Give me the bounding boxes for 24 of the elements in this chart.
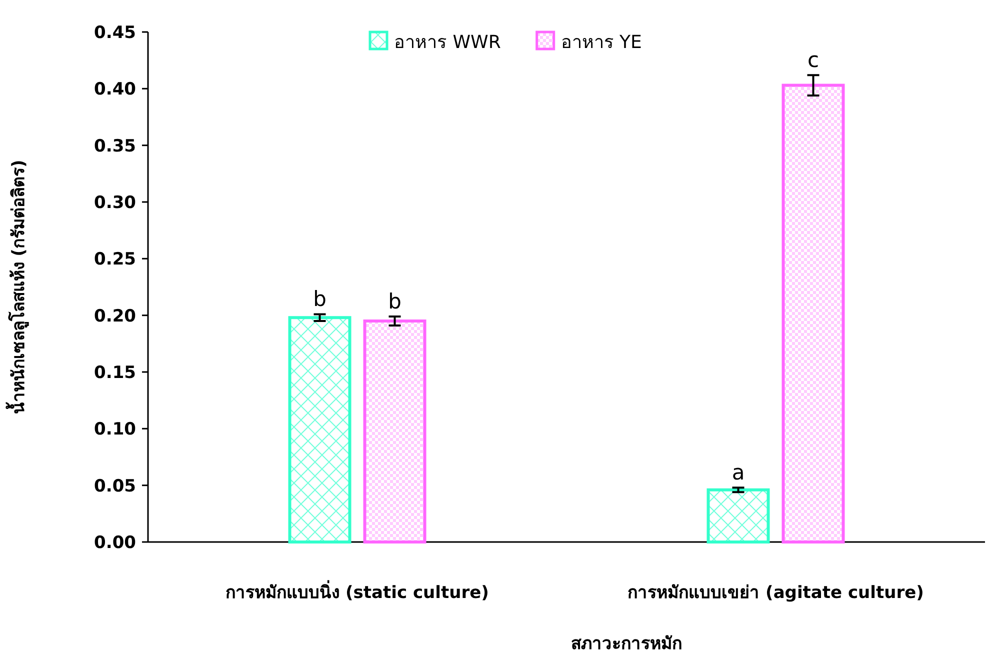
- y-tick-label: 0.30: [94, 193, 136, 213]
- y-tick-label: 0.40: [94, 80, 136, 100]
- y-tick-label: 0.15: [94, 363, 136, 383]
- y-tick-label: 0.25: [94, 250, 136, 270]
- data-label: b: [388, 289, 402, 314]
- data-label: a: [732, 460, 745, 485]
- y-tick-label: 0.35: [94, 136, 136, 156]
- x-axis-title: สภาวะการหมัก: [571, 634, 682, 654]
- bar: [706, 488, 770, 544]
- y-axis-title: น้ำหนักเซลลูโลสแห้ง (กรัมต่อลิตร): [5, 160, 30, 414]
- y-tick-label: 0.20: [94, 306, 136, 326]
- y-tick-label: 0.05: [94, 476, 136, 496]
- x-tick-label: การหมักแบบเขย่า (agitate culture): [628, 583, 924, 603]
- data-label: b: [313, 287, 326, 312]
- bar: [288, 316, 352, 544]
- y-tick-label: 0.45: [94, 23, 136, 43]
- bar: [782, 84, 845, 544]
- x-tick-label: การหมักแบบนิ่ง (static culture): [226, 580, 489, 603]
- bar: [363, 320, 426, 544]
- legend-label: อาหาร WWR: [394, 32, 501, 53]
- legend-label: อาหาร YE: [560, 32, 642, 53]
- y-tick-label: 0.00: [94, 533, 136, 553]
- y-tick-label: 0.10: [94, 420, 136, 440]
- data-label: c: [807, 48, 820, 72]
